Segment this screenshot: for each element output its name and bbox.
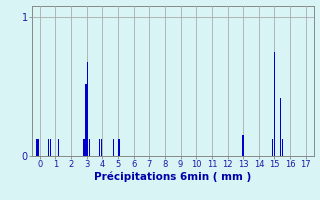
Bar [50,139,51,156]
Bar [113,139,114,156]
Bar [87,62,88,156]
Bar [101,139,102,156]
Bar [36,139,37,156]
Bar [48,139,49,156]
Bar [118,139,120,156]
Bar [280,98,281,156]
Bar [85,84,87,156]
Bar [89,139,90,156]
Bar [58,139,60,156]
Bar [243,135,244,156]
Bar [99,139,100,156]
Bar [274,52,275,156]
Bar [282,139,283,156]
Bar [83,139,85,156]
Bar [272,139,273,156]
Bar [37,139,39,156]
X-axis label: Précipitations 6min ( mm ): Précipitations 6min ( mm ) [94,172,252,182]
